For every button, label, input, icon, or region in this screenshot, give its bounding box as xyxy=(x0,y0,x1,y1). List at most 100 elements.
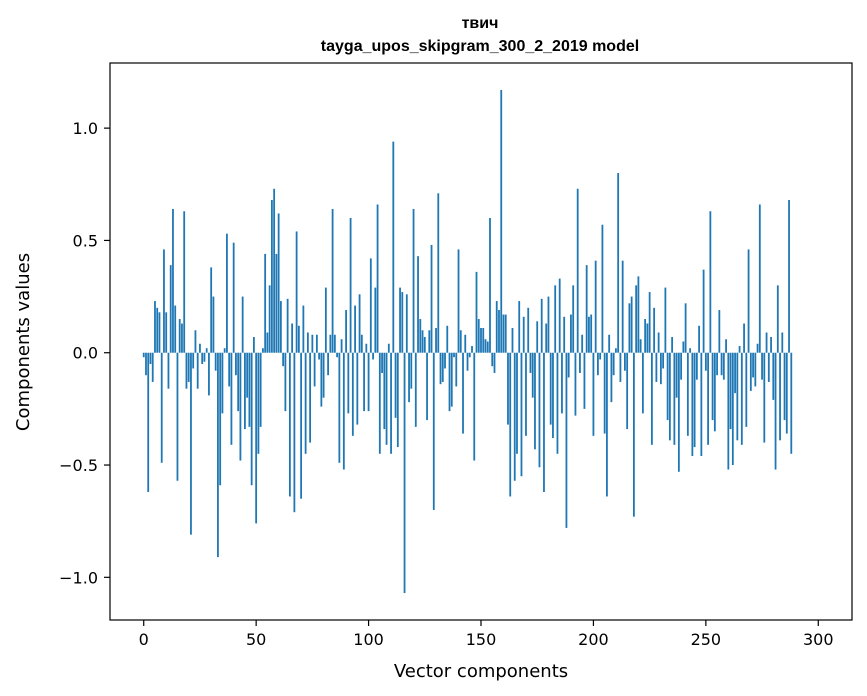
bar xyxy=(342,352,345,470)
x-tick-label: 200 xyxy=(578,630,609,649)
bar xyxy=(475,271,478,353)
bar xyxy=(747,249,750,353)
bar xyxy=(405,294,408,353)
bar xyxy=(336,352,338,358)
bar xyxy=(531,352,534,398)
bar xyxy=(338,352,341,463)
bar xyxy=(763,352,766,443)
bar xyxy=(246,352,249,398)
bar xyxy=(428,330,431,353)
bar xyxy=(468,352,471,358)
bar xyxy=(594,260,597,353)
bar xyxy=(376,204,379,353)
bar xyxy=(610,352,613,403)
bar xyxy=(738,345,741,353)
bar xyxy=(473,352,476,461)
bar xyxy=(167,352,170,389)
bar xyxy=(169,265,172,353)
bar xyxy=(612,352,615,376)
bar xyxy=(286,298,289,353)
bar xyxy=(540,298,543,353)
bar xyxy=(455,352,458,387)
bar xyxy=(194,330,197,353)
bar xyxy=(552,352,554,439)
x-tick-label: 50 xyxy=(246,630,266,649)
bar xyxy=(435,328,437,353)
bar xyxy=(657,332,660,353)
bar xyxy=(650,352,653,445)
bar xyxy=(722,352,725,380)
bar xyxy=(695,352,698,380)
bar xyxy=(262,348,264,353)
bar xyxy=(448,352,451,412)
bar xyxy=(785,352,788,434)
bar xyxy=(327,352,329,376)
bar xyxy=(718,310,721,353)
bar xyxy=(426,352,428,421)
bar xyxy=(538,352,541,468)
bar xyxy=(196,352,199,389)
bar xyxy=(772,352,775,400)
bar xyxy=(239,352,242,461)
bar xyxy=(205,348,208,353)
bar xyxy=(767,352,770,382)
bar xyxy=(401,292,404,353)
bar xyxy=(149,352,152,364)
bar xyxy=(147,352,150,492)
bar xyxy=(491,352,494,367)
x-tick-label: 0 xyxy=(139,630,149,649)
bar xyxy=(333,334,336,353)
bar xyxy=(507,352,509,425)
bar xyxy=(509,352,512,497)
bar xyxy=(329,334,332,353)
bar xyxy=(374,287,377,353)
bar xyxy=(387,343,390,353)
bar xyxy=(192,352,195,369)
bar xyxy=(659,352,662,385)
bar xyxy=(709,211,712,353)
bar xyxy=(302,305,305,353)
bar xyxy=(453,352,455,358)
bar xyxy=(574,352,577,416)
bar xyxy=(745,352,748,427)
bar xyxy=(226,233,228,353)
bar xyxy=(534,352,536,450)
bar xyxy=(740,352,743,445)
bar xyxy=(545,323,548,353)
bar xyxy=(268,285,271,353)
bar xyxy=(273,188,276,353)
bar xyxy=(145,352,147,376)
y-tick-label: 0.0 xyxy=(73,344,98,363)
bar xyxy=(599,352,602,360)
y-axis-label: Components values xyxy=(13,253,34,431)
bar xyxy=(372,352,374,360)
bar xyxy=(284,352,287,412)
y-axis-ticks: −1.0 −0.5 0.0 0.5 1.0 xyxy=(59,119,110,587)
bar xyxy=(493,352,496,373)
bar xyxy=(181,323,183,353)
bar xyxy=(412,208,415,353)
bar xyxy=(624,352,626,371)
bar xyxy=(300,352,303,499)
bar xyxy=(444,352,446,369)
bar xyxy=(264,253,267,353)
bar xyxy=(713,352,716,432)
x-tick-label: 150 xyxy=(466,630,497,649)
bar xyxy=(628,303,631,353)
bar xyxy=(163,249,165,353)
bar xyxy=(754,352,757,387)
bar xyxy=(704,352,707,371)
bar xyxy=(776,285,779,353)
bar xyxy=(450,352,453,407)
bar xyxy=(378,352,381,454)
bar xyxy=(653,307,656,353)
bar xyxy=(255,352,258,524)
bar xyxy=(637,276,640,353)
bar xyxy=(367,352,370,412)
bar xyxy=(646,323,649,353)
bar xyxy=(320,352,323,407)
bar xyxy=(693,352,696,448)
bar xyxy=(482,328,485,353)
bar xyxy=(241,296,244,353)
bar xyxy=(495,301,498,353)
